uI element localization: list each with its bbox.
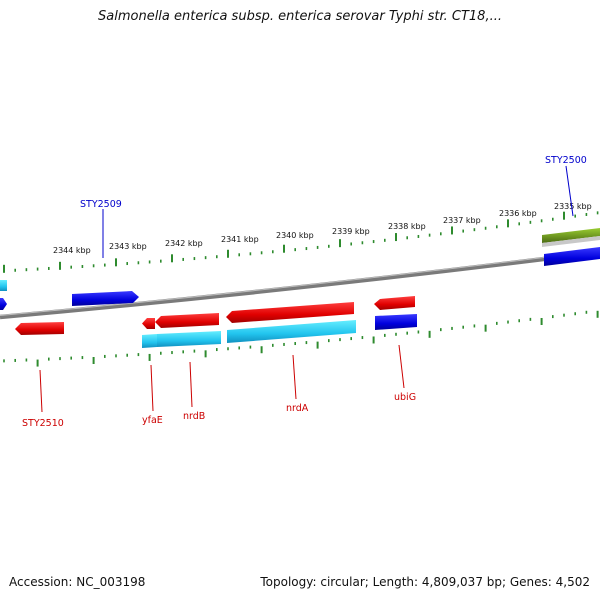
gene-label-nrdb[interactable]: nrdB (183, 411, 205, 422)
gene-arrow-nrdb[interactable] (155, 313, 219, 328)
gene-arrow-sty2510[interactable] (15, 322, 64, 335)
gene-label-nrda[interactable]: nrdA (286, 403, 309, 414)
gene-arrow-left-blue[interactable] (0, 298, 7, 310)
gene-labels: STY2509 STY2500 STY2510 yfaE nrdB nrdA u… (22, 155, 587, 429)
kbp-ticks-upper (3, 211, 599, 273)
gene-label-sty2500[interactable]: STY2500 (545, 155, 587, 166)
gene-label-sty2509[interactable]: STY2509 (80, 199, 122, 210)
genome-backbone (0, 249, 600, 320)
callout-sty2500 (565, 165, 574, 217)
kbp-ticks-lower (3, 310, 599, 367)
rna-band-nrdb[interactable] (157, 331, 221, 347)
kbp-label: 2344 kbp (53, 246, 91, 255)
gene-arrow-sty2500[interactable] (544, 247, 600, 266)
gene-label-sty2510[interactable]: STY2510 (22, 418, 64, 429)
callout-ubig (398, 344, 405, 389)
gene-arrow-sty2509[interactable] (72, 291, 139, 306)
callout-nrda (292, 354, 297, 400)
callout-nrdb (189, 361, 193, 408)
kbp-label: 2339 kbp (332, 227, 370, 236)
kbp-label: 2337 kbp (443, 216, 481, 225)
feature-sty2500-grey (542, 236, 600, 247)
gene-label-yfae[interactable]: yfaE (142, 415, 163, 426)
gene-box-ubig-blue[interactable] (375, 314, 417, 330)
callout-yfae (150, 364, 154, 412)
kbp-label: 2336 kbp (499, 209, 537, 218)
feature-left-cyan[interactable] (0, 280, 7, 291)
callout-lines (39, 165, 574, 413)
kbp-label: 2338 kbp (388, 222, 426, 231)
kbp-label: 2335 kbp (554, 202, 592, 211)
genome-title: Salmonella enterica subsp. enterica sero… (98, 9, 502, 24)
gene-arrow-yfae[interactable] (142, 318, 155, 329)
gene-arrow-nrda[interactable] (226, 302, 354, 323)
kbp-label: 2343 kbp (109, 242, 147, 251)
rna-band-yfae[interactable] (142, 334, 157, 348)
gene-arrow-ubig[interactable] (374, 296, 415, 310)
feature-sty2500-green[interactable] (542, 228, 600, 243)
genome-backbone-highlight (0, 250, 600, 316)
kbp-label: 2342 kbp (165, 239, 203, 248)
kbp-label: 2340 kbp (276, 231, 314, 240)
kbp-labels: 2344 kbp 2343 kbp 2342 kbp 2341 kbp 2340… (53, 202, 592, 255)
callout-sty2510 (39, 369, 43, 413)
rna-band-nrda[interactable] (227, 320, 356, 343)
topology-text: Topology: circular; Length: 4,809,037 bp… (260, 575, 590, 589)
accession-text: Accession: NC_003198 (9, 575, 146, 589)
kbp-label: 2341 kbp (221, 235, 259, 244)
gene-label-ubig[interactable]: ubiG (394, 392, 416, 403)
